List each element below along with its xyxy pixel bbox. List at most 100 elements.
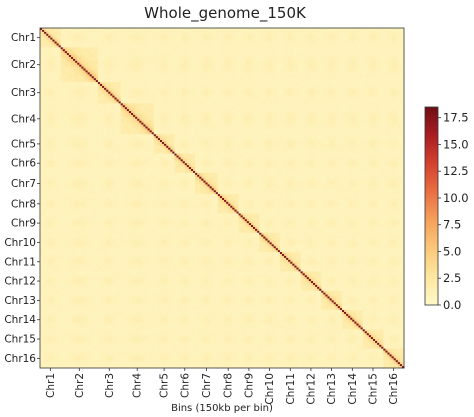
heatmap-cell — [246, 55, 250, 58]
heatmap-cell — [238, 28, 242, 31]
heatmap-cell — [273, 41, 277, 44]
heatmap-cell — [286, 47, 289, 50]
heatmap-cell — [66, 41, 70, 44]
heatmap-cell — [83, 58, 86, 62]
heatmap-cell — [228, 29, 231, 33]
heatmap-cell — [178, 37, 182, 40]
heatmap-cell — [346, 31, 349, 35]
heatmap-cell — [279, 56, 283, 60]
heatmap-cell — [313, 31, 316, 35]
heatmap-cell — [151, 47, 155, 50]
heatmap-cell — [209, 29, 213, 33]
heatmap-cell — [153, 51, 157, 54]
heatmap-cell — [323, 53, 326, 56]
heatmap-cell — [304, 33, 308, 37]
heatmap-cell — [166, 35, 169, 39]
heatmap-cell — [348, 56, 351, 60]
heatmap-cell — [195, 28, 198, 31]
heatmap-cell — [352, 37, 355, 40]
heatmap-cell — [197, 56, 200, 60]
heatmap-cell — [193, 29, 196, 33]
heatmap-cell — [155, 43, 159, 46]
heatmap-cell — [306, 35, 310, 39]
heatmap-cell — [147, 28, 151, 31]
heatmap-cell — [99, 58, 103, 62]
heatmap-cell — [313, 47, 316, 50]
heatmap-cell — [298, 39, 301, 42]
heatmap-cell — [141, 49, 144, 52]
heatmap-cell — [323, 37, 326, 40]
heatmap-cell — [352, 31, 355, 35]
heatmap-cell — [199, 35, 202, 39]
heatmap-cell — [91, 45, 95, 48]
heatmap-cell — [304, 35, 308, 39]
heatmap-cell — [234, 28, 237, 31]
heatmap-cell — [193, 37, 196, 40]
heatmap-cell — [205, 47, 208, 50]
heatmap-cell — [137, 55, 140, 58]
heatmap-cell — [110, 33, 113, 37]
heatmap-cell — [271, 28, 275, 31]
heatmap-cell — [170, 47, 173, 50]
heatmap-cell — [145, 45, 148, 48]
heatmap-cell — [120, 33, 124, 37]
heatmap-cell — [172, 49, 175, 52]
heatmap-cell — [344, 56, 347, 60]
heatmap-cell — [145, 47, 148, 50]
heatmap-cell — [68, 41, 72, 44]
heatmap-cell — [62, 49, 66, 52]
heatmap-cell — [341, 37, 345, 40]
heatmap-cell — [236, 51, 239, 54]
heatmap-cell — [108, 53, 111, 56]
heatmap-cell — [199, 56, 202, 60]
heatmap-cell — [75, 39, 78, 42]
heatmap-cell — [60, 56, 64, 60]
heatmap-cell — [209, 53, 213, 56]
heatmap-cell — [172, 39, 175, 42]
heatmap-cell — [203, 41, 206, 44]
heatmap-cell — [333, 49, 337, 52]
heatmap-cell — [52, 29, 55, 33]
heatmap-cell — [199, 41, 202, 44]
heatmap-cell — [368, 28, 372, 31]
heatmap-cell — [230, 39, 233, 42]
heatmap-cell — [184, 58, 188, 62]
heatmap-cell — [368, 43, 372, 46]
heatmap-cell — [87, 51, 91, 54]
heatmap-cell — [228, 28, 231, 31]
heatmap-cell — [310, 58, 314, 62]
heatmap-cell — [298, 35, 301, 39]
heatmap-cell — [64, 35, 68, 39]
heatmap-cell — [370, 37, 374, 40]
heatmap-cell — [188, 43, 192, 46]
heatmap-cell — [58, 45, 62, 48]
heatmap-cell — [246, 45, 250, 48]
heatmap-cell — [124, 53, 128, 56]
heatmap-cell — [288, 56, 291, 60]
heatmap-cell — [106, 31, 109, 35]
heatmap-cell — [234, 53, 237, 56]
heatmap-cell — [385, 53, 388, 56]
heatmap-cell — [178, 53, 182, 56]
heatmap-cell — [184, 45, 188, 48]
heatmap-cell — [232, 43, 235, 46]
heatmap-cell — [155, 51, 159, 54]
heatmap-cell — [246, 37, 250, 40]
heatmap-cell — [362, 31, 366, 35]
heatmap-cell — [157, 53, 161, 56]
heatmap-cell — [207, 55, 210, 58]
heatmap-cell — [304, 51, 308, 54]
heatmap-cell — [164, 43, 167, 46]
heatmap-cell — [205, 28, 208, 31]
heatmap-cell — [242, 41, 246, 44]
heatmap-cell — [190, 37, 194, 40]
heatmap-cell — [128, 56, 132, 60]
heatmap-cell — [71, 47, 74, 50]
heatmap-cell — [368, 51, 372, 54]
heatmap-cell — [108, 49, 111, 52]
heatmap-cell — [240, 29, 244, 33]
heatmap-cell — [143, 55, 146, 58]
heatmap-cell — [99, 41, 103, 44]
heatmap-cell — [259, 49, 262, 52]
heatmap-cell — [157, 28, 161, 31]
